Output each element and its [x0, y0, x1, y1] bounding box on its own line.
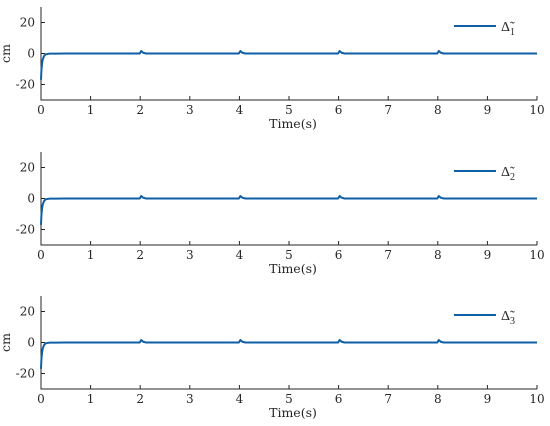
y-tick-label: -20 — [16, 78, 35, 92]
x-tick-label: 0 — [37, 392, 45, 406]
series-line — [40, 50, 537, 80]
x-tick-label: 7 — [384, 392, 392, 406]
y-tick-label: 20 — [20, 161, 35, 175]
y-axis-label: cm — [0, 44, 13, 63]
y-tick-label: 0 — [27, 336, 35, 350]
legend: Δ̃3 — [454, 309, 515, 327]
y-tick-label: 0 — [27, 47, 35, 61]
series-line — [40, 339, 537, 369]
x-tick-label: 5 — [285, 248, 293, 262]
y-tick-label: 20 — [20, 16, 35, 30]
x-tick-label: 2 — [136, 103, 144, 117]
legend: Δ̃2 — [454, 165, 515, 183]
x-tick-label: 1 — [87, 392, 95, 406]
x-tick-label: 4 — [236, 103, 244, 117]
x-axis-label: Time(s) — [269, 261, 317, 276]
y-tick-label: -20 — [16, 223, 35, 237]
legend: Δ̃1 — [454, 20, 515, 38]
x-tick-label: 8 — [434, 248, 442, 262]
x-tick-label: 1 — [87, 248, 95, 262]
x-tick-label: 9 — [484, 248, 492, 262]
x-tick-label: 8 — [434, 103, 442, 117]
y-tick-label: 20 — [20, 305, 35, 319]
x-tick-label: 0 — [37, 248, 45, 262]
x-tick-label: 1 — [87, 103, 95, 117]
y-tick-label: 0 — [27, 192, 35, 206]
legend-label: Δ̃1 — [501, 20, 515, 38]
x-tick-label: 9 — [484, 103, 492, 117]
x-tick-label: 7 — [384, 103, 392, 117]
x-tick-label: 4 — [236, 392, 244, 406]
y-tick-label: -20 — [16, 367, 35, 381]
x-tick-label: 0 — [37, 103, 45, 117]
x-tick-label: 9 — [484, 392, 492, 406]
x-tick-label: 6 — [335, 103, 343, 117]
x-tick-label: 2 — [136, 248, 144, 262]
x-tick-label: 10 — [529, 248, 544, 262]
x-axis-label: Time(s) — [269, 405, 317, 420]
x-tick-label: 10 — [529, 392, 544, 406]
x-tick-label: 6 — [335, 248, 343, 262]
x-tick-label: 5 — [285, 103, 293, 117]
x-tick-label: 10 — [529, 103, 544, 117]
x-tick-label: 3 — [186, 103, 194, 117]
series-line — [40, 195, 537, 225]
x-tick-label: 8 — [434, 392, 442, 406]
y-axis-label: cm — [0, 333, 13, 352]
x-tick-label: 7 — [384, 248, 392, 262]
x-axis-label: Time(s) — [269, 116, 317, 131]
legend-label: Δ̃2 — [501, 165, 515, 183]
legend-label: Δ̃3 — [501, 309, 515, 327]
x-tick-label: 3 — [186, 392, 194, 406]
x-tick-label: 3 — [186, 248, 194, 262]
x-tick-label: 6 — [335, 392, 343, 406]
x-tick-label: 5 — [285, 392, 293, 406]
x-tick-label: 4 — [236, 248, 244, 262]
x-tick-label: 2 — [136, 392, 144, 406]
